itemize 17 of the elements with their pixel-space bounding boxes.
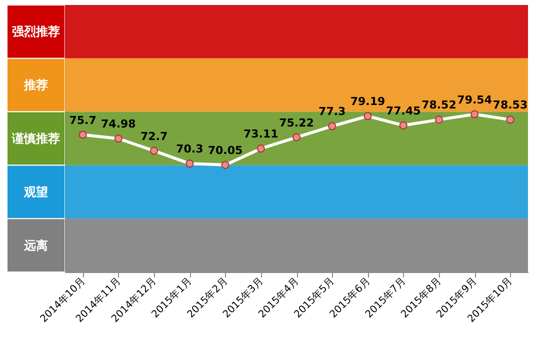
data-label: 78.53	[492, 98, 528, 112]
data-label: 74.98	[101, 118, 136, 131]
band-label: 观望	[23, 184, 48, 199]
data-label: 73.11	[243, 128, 278, 141]
data-label: 77.45	[386, 104, 421, 118]
data-label: 79.54	[457, 93, 492, 106]
data-label: 78.52	[422, 98, 456, 112]
data-label: 79.19	[350, 95, 386, 108]
data-label: 70.3	[176, 142, 204, 156]
band-label: 强烈推荐	[12, 24, 60, 39]
data-label: 70.05	[208, 144, 243, 157]
data-label: 75.22	[279, 116, 314, 130]
band-label: 谨慎推荐	[11, 132, 60, 146]
band-label: 推荐	[23, 78, 48, 92]
data-label: 75.7	[69, 114, 96, 127]
band-label: 远离	[23, 238, 48, 252]
data-label: 72.7	[140, 130, 168, 143]
